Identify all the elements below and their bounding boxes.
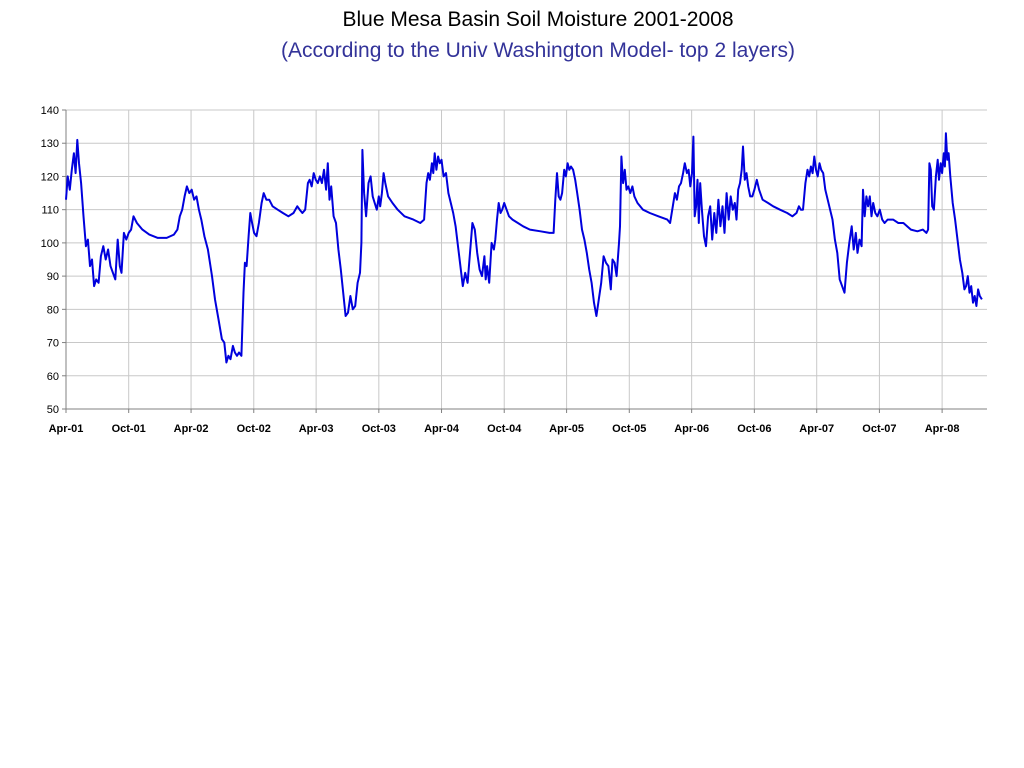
x-tick-label: Oct-04: [487, 423, 522, 435]
y-gridlines: [66, 109, 987, 377]
y-tick-label: 110: [41, 205, 59, 217]
x-tick-label: Oct-01: [112, 423, 146, 435]
x-tick-label: Oct-07: [862, 423, 896, 435]
y-tick-label: 70: [47, 338, 59, 350]
y-axis-ticks: 50 60 70 80 90 100 110 120 130 140: [41, 105, 66, 416]
y-tick-label: 130: [41, 138, 59, 150]
x-tick-label: Apr-06: [674, 423, 709, 435]
y-tick-label: 100: [41, 238, 59, 250]
x-tick-label: Oct-03: [362, 423, 396, 435]
axes: [65, 110, 987, 410]
x-tick-label: Apr-02: [174, 423, 209, 435]
y-tick-label: 60: [47, 371, 59, 383]
y-tick-label: 120: [41, 171, 59, 183]
x-tick-label: Apr-07: [799, 423, 834, 435]
y-tick-label: 50: [47, 404, 59, 416]
x-tick-label: Oct-06: [737, 423, 771, 435]
x-tick-label: Apr-01: [49, 423, 84, 435]
x-tick-label: Apr-03: [299, 423, 334, 435]
series-layer: [65, 132, 983, 364]
plot-area: [66, 110, 987, 409]
y-tick-label: 90: [47, 271, 59, 283]
x-tick-label: Apr-08: [925, 423, 960, 435]
x-tick-label: Apr-05: [549, 423, 584, 435]
y-tick-label: 140: [41, 105, 59, 117]
chart-title: Blue Mesa Basin Soil Moisture 2001-2008: [342, 8, 734, 31]
x-tick-label: Apr-04: [424, 423, 460, 435]
y-tick-label: 80: [47, 304, 59, 316]
x-tick-label: Oct-02: [237, 423, 271, 435]
x-axis-ticks: Apr-01 Oct-01 Apr-02 Oct-02 Apr-03 Oct-03 Apr-…: [49, 409, 960, 435]
x-tick-label: Oct-05: [612, 423, 646, 435]
series-line-soil-moisture: [65, 132, 983, 364]
chart-subtitle: (According to the Univ Washington Model-…: [281, 39, 795, 62]
plot-background: [66, 110, 987, 409]
